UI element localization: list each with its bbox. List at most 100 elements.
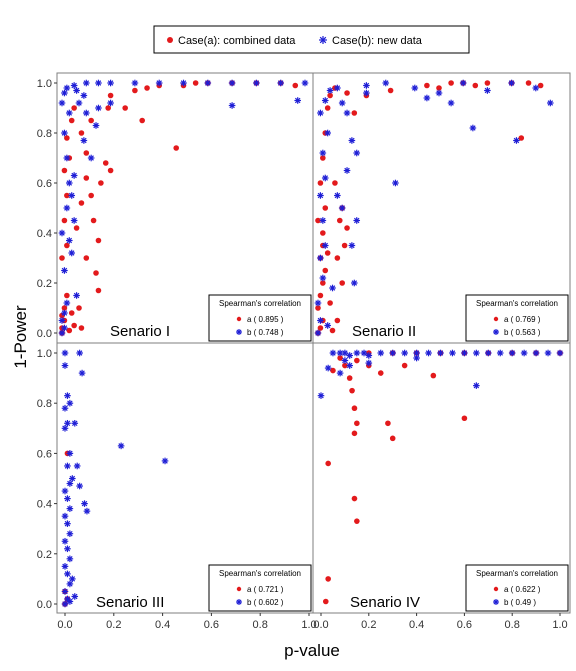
data-point-case-b	[423, 94, 431, 102]
data-point-case-b	[520, 349, 528, 357]
data-point-case-b	[365, 352, 373, 359]
inset-marker-b	[493, 329, 499, 335]
data-point-case-b	[336, 369, 344, 377]
data-point-case-b	[353, 217, 361, 224]
data-point-case-b	[180, 79, 187, 87]
data-point-case-b	[63, 299, 71, 307]
data-point-case-a	[484, 80, 491, 86]
data-point-case-a	[332, 180, 338, 186]
data-point-case-a	[144, 85, 150, 91]
data-point-case-b	[459, 79, 467, 87]
data-point-case-b	[64, 392, 71, 399]
data-point-case-b	[61, 267, 68, 274]
inset-marker-a	[493, 316, 499, 322]
data-point-case-b	[334, 84, 341, 92]
data-point-case-b	[334, 192, 341, 199]
data-point-case-b	[70, 217, 78, 224]
legend-box	[153, 25, 470, 54]
data-point-case-b	[117, 442, 125, 450]
data-point-case-b	[321, 242, 329, 249]
data-point-case-a	[61, 167, 68, 174]
data-point-case-b	[508, 79, 515, 87]
data-point-case-a	[354, 420, 360, 427]
data-point-case-a	[351, 495, 358, 502]
legend-label-case-b: Case(b): new data	[332, 35, 423, 47]
data-point-case-b	[68, 192, 76, 199]
data-point-case-b	[61, 129, 68, 137]
data-point-case-a	[192, 80, 199, 86]
data-point-case-b	[76, 482, 83, 490]
data-point-case-a	[317, 180, 324, 186]
data-point-case-a	[436, 85, 442, 91]
data-point-case-b	[58, 329, 66, 337]
x-tick-label: 0.4	[409, 619, 424, 631]
y-tick-label: 0.4	[37, 499, 52, 511]
data-point-case-a	[525, 80, 532, 86]
data-point-case-a	[64, 242, 70, 249]
data-point-case-a	[354, 518, 360, 524]
data-point-case-b	[341, 349, 349, 357]
series-case-b	[314, 79, 554, 337]
data-point-case-b	[253, 79, 260, 87]
inset-marker-b	[236, 599, 242, 605]
data-point-case-a	[424, 82, 430, 89]
data-point-case-b	[61, 600, 69, 608]
data-point-case-a	[71, 105, 77, 111]
data-point-case-a	[325, 576, 331, 582]
data-point-case-b	[338, 99, 346, 107]
data-point-case-b	[508, 349, 516, 357]
data-point-case-a	[354, 357, 360, 364]
data-point-case-b	[401, 349, 408, 357]
inset-value-b: b ( 0.748 )	[247, 328, 284, 337]
data-point-case-b	[83, 507, 91, 515]
data-point-case-b	[155, 79, 163, 87]
data-point-case-b	[346, 362, 353, 369]
data-point-case-b	[324, 322, 331, 329]
data-point-case-b	[70, 82, 78, 89]
data-point-case-a	[351, 430, 358, 437]
data-point-case-a	[317, 325, 324, 331]
data-point-case-b	[319, 149, 327, 157]
series-case-b	[317, 349, 564, 399]
data-point-case-b	[485, 349, 492, 357]
data-point-case-a	[105, 105, 111, 111]
data-point-case-b	[61, 588, 69, 595]
data-point-case-b	[61, 425, 69, 432]
data-point-case-a	[59, 255, 65, 261]
data-point-case-b	[66, 580, 74, 588]
x-tick-label: 1.0	[552, 619, 567, 631]
inset-value-b: b ( 0.49 )	[504, 598, 536, 607]
data-point-case-a	[322, 598, 329, 605]
data-point-case-b	[61, 512, 69, 520]
y-tick-label: 0.6	[37, 448, 52, 460]
inset-marker-b	[236, 329, 242, 335]
data-point-case-b	[324, 364, 332, 372]
data-point-case-a	[95, 237, 102, 244]
data-point-case-b	[204, 79, 212, 87]
data-point-case-a	[339, 280, 346, 286]
data-point-case-a	[68, 117, 75, 124]
data-point-case-a	[344, 225, 350, 231]
data-point-case-b	[66, 505, 74, 512]
data-point-case-a	[430, 372, 437, 379]
data-point-case-b	[87, 154, 95, 162]
y-tick-label: 0.2	[37, 549, 52, 561]
data-point-case-b	[131, 79, 139, 87]
data-point-case-a	[107, 167, 114, 174]
data-point-case-a	[132, 87, 138, 94]
data-point-case-a	[537, 82, 544, 89]
data-point-case-b	[484, 87, 491, 94]
data-point-case-a	[320, 280, 326, 286]
data-point-case-b	[70, 172, 78, 179]
inset-value-b: b ( 0.563 )	[504, 328, 541, 337]
data-point-case-a	[342, 362, 348, 369]
data-point-case-a	[292, 82, 299, 89]
data-point-case-a	[83, 255, 90, 261]
data-point-case-b	[228, 102, 236, 109]
panels-group: Senario I Spearman's correlation a ( 0.895…	[56, 72, 571, 614]
data-point-case-b	[64, 495, 71, 502]
legend-asterisk-icon	[319, 36, 327, 44]
panel-label: Senario II	[352, 323, 416, 340]
data-point-case-b	[314, 299, 322, 307]
